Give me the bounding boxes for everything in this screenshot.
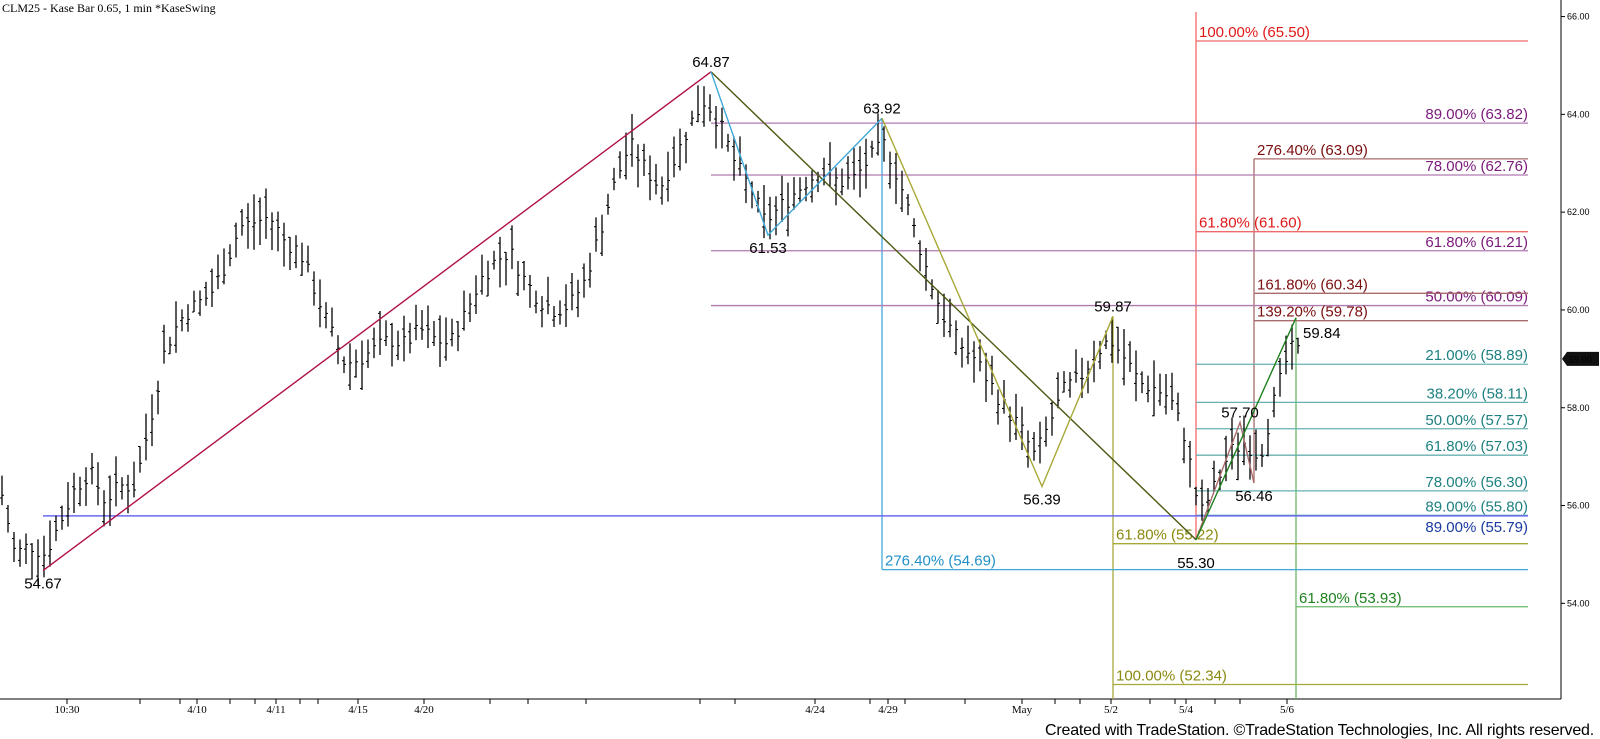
x-tick-label: 4/15	[348, 704, 368, 716]
y-tick-label: 58.00	[1567, 403, 1590, 413]
fib-label-olive: 61.80% (55.22)	[1116, 527, 1219, 544]
x-tick-label: 4/20	[414, 704, 434, 716]
fib-label-brown: 276.40% (63.09)	[1257, 142, 1368, 159]
swing-point-label: 54.67	[24, 576, 62, 593]
swing-point-label: 57.70	[1221, 404, 1259, 421]
fib-label-red: 100.00% (65.50)	[1199, 24, 1310, 41]
swing-line-crimson	[42, 71, 712, 572]
copyright-footer: Created with TradeStation. ©TradeStation…	[1045, 722, 1594, 739]
fib-label-teal: 89.00% (55.80)	[1425, 498, 1528, 515]
swing-point-label: 59.84	[1303, 325, 1341, 342]
current-price-tag	[1562, 351, 1599, 366]
swing-point-label: 56.46	[1235, 488, 1273, 505]
x-tick-label: 5/4	[1179, 704, 1194, 716]
swing-line-green	[1195, 317, 1297, 541]
fib-label-brown: 161.80% (60.34)	[1257, 276, 1368, 293]
x-tick-label: 4/24	[805, 704, 825, 716]
swing-zigzag-sky	[710, 71, 883, 237]
swing-point-label: 55.30	[1177, 555, 1215, 572]
swing-zigzag-olive	[881, 117, 1114, 489]
x-tick-label: 4/10	[187, 704, 207, 716]
fib-label-teal: 78.00% (56.30)	[1425, 474, 1528, 491]
swing-point-label: 64.87	[692, 54, 730, 71]
fib-label-purple: 78.00% (62.76)	[1425, 158, 1528, 175]
fib-label-brown: 139.20% (59.78)	[1257, 304, 1368, 321]
swing-point-label: 61.53	[749, 240, 787, 257]
y-tick-label: 66.00	[1567, 12, 1590, 22]
y-tick-label: 62.00	[1567, 207, 1590, 217]
fib-label-purple: 50.00% (60.09)	[1425, 289, 1528, 306]
fib-label-red: 61.80% (61.60)	[1199, 215, 1302, 232]
chart-title: CLM25 - Kase Bar 0.65, 1 min *KaseSwing	[2, 1, 216, 15]
fib-label-blue: 89.00% (55.79)	[1425, 519, 1528, 536]
swing-line-darkolive	[710, 71, 1197, 541]
y-tick-label: 54.00	[1567, 598, 1590, 608]
swing-point-label: 56.39	[1023, 491, 1061, 508]
fib-label-teal: 50.00% (57.57)	[1425, 412, 1528, 429]
y-tick-label: 56.00	[1567, 501, 1590, 511]
x-tick-label: 5/6	[1280, 704, 1295, 716]
fib-label-olive: 100.00% (52.34)	[1116, 668, 1227, 685]
x-tick-label: 10:30	[54, 704, 80, 716]
fib-label-purple: 89.00% (63.82)	[1425, 106, 1528, 123]
fib-label-purple: 61.80% (61.21)	[1425, 234, 1528, 251]
fib-label-teal: 38.20% (58.11)	[1427, 385, 1528, 402]
fib-label-green: 61.80% (53.93)	[1299, 590, 1402, 607]
y-tick-label: 60.00	[1567, 305, 1590, 315]
y-tick-label: 64.00	[1567, 109, 1590, 119]
fib-label-sky: 276.40% (54.69)	[885, 553, 996, 570]
swing-point-label: 63.92	[863, 100, 901, 117]
x-tick-label: 4/11	[266, 704, 285, 716]
x-tick-label: May	[1012, 704, 1033, 716]
x-tick-label: 5/2	[1104, 704, 1118, 716]
x-tick-label: 4/29	[878, 704, 898, 716]
fib-label-teal: 61.80% (57.03)	[1425, 438, 1528, 455]
swing-zigzag-brown	[1195, 420, 1255, 541]
current-price-label: 59.00	[1569, 354, 1592, 364]
fib-label-teal: 21.00% (58.89)	[1425, 347, 1528, 364]
swing-point-label: 59.87	[1094, 298, 1132, 315]
